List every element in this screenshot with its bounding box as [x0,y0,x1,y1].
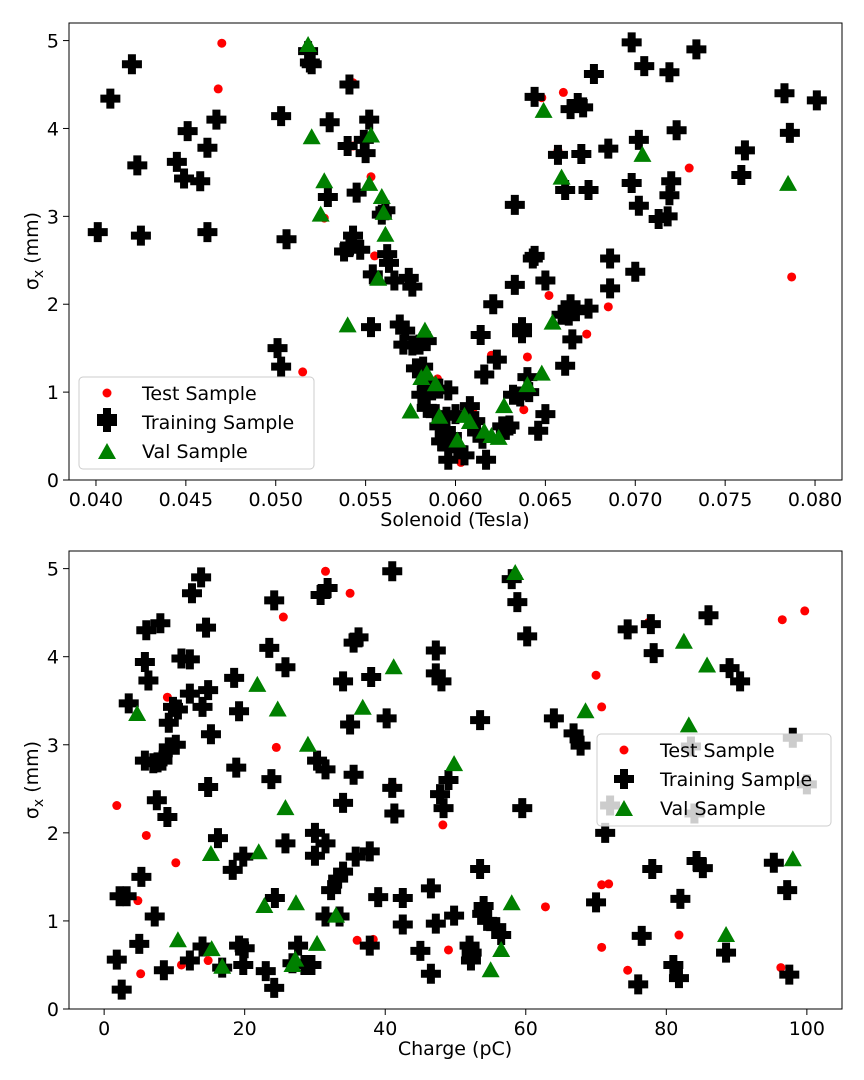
solenoid-x-tick-label: 0.040 [69,489,123,511]
solenoid-legend-test-marker [103,389,112,398]
solenoid-x-axis-label: Solenoid (Tesla) [380,509,529,531]
charge-test-point [604,879,613,888]
solenoid-legend: Test Sample Training Sample Val Sample [79,377,314,469]
charge-test-point [592,671,601,680]
charge-x-tick-label: 60 [514,1018,538,1040]
solenoid-test-point [217,39,226,48]
solenoid-test-point [559,88,568,97]
solenoid-y-tick-label: 1 [47,382,59,404]
charge-x-tick-label: 20 [233,1018,257,1040]
charge-legend-val-label: Val Sample [660,798,766,820]
solenoid-legend-train-label: Training Sample [141,412,294,434]
solenoid-x-tick-label: 0.080 [788,489,842,511]
solenoid-test-point [685,164,694,173]
solenoid-y-tick-label: 0 [47,470,59,492]
solenoid-x-tick-label: 0.060 [428,489,482,511]
charge-test-point [204,956,213,965]
charge-legend-test-label: Test Sample [659,740,775,762]
charge-test-point [623,966,632,975]
charge-test-point [444,945,453,954]
charge-test-point [171,858,180,867]
solenoid-legend-test-label: Test Sample [141,383,257,405]
charge-test-point [142,831,151,840]
charge-x-tick-label: 80 [654,1018,678,1040]
solenoid-test-point [582,330,591,339]
charge-test-point [136,969,145,978]
charge-legend-train-v [620,769,628,789]
solenoid-test-point [519,405,528,414]
charge-legend-train-label: Training Sample [659,769,812,791]
solenoid-x-tick-label: 0.075 [698,489,752,511]
charge-test-point [674,931,683,940]
solenoid-test-point [523,352,532,361]
solenoid-test-point [544,291,553,300]
solenoid-y-tick-label: 5 [47,31,59,53]
charge-test-point [597,943,606,952]
charge-test-point [778,615,787,624]
solenoid-x-tick-label: 0.045 [159,489,213,511]
charge-test-point [272,743,281,752]
charge-test-point [346,589,355,598]
solenoid-test-point [214,84,223,93]
charge-y-tick-label: 0 [47,999,59,1021]
charge-test-point [112,801,121,810]
charge-x-tick-label: 40 [373,1018,397,1040]
charge-y-tick-label: 2 [47,823,59,845]
charge-y-tick-label: 5 [47,559,59,581]
charge-x-tick-label: 100 [789,1018,825,1040]
solenoid-y-tick-label: 2 [47,294,59,316]
solenoid-test-point [787,272,796,281]
charge-x-axis-label: Charge (pC) [398,1038,512,1060]
charge-test-point [541,902,550,911]
charge-test-point [321,567,330,576]
solenoid-test-point [604,302,613,311]
solenoid-legend-train-v [103,412,111,432]
solenoid-y-tick-label: 3 [47,206,59,228]
charge-test-point [279,613,288,622]
charge-y-tick-label: 1 [47,911,59,933]
solenoid-test-point [298,367,307,376]
charge-legend: Test Sample Training Sample Val Sample [597,734,831,826]
solenoid-x-tick-label: 0.050 [249,489,303,511]
solenoid-legend-val-label: Val Sample [142,441,248,463]
solenoid-x-tick-label: 0.055 [338,489,392,511]
charge-test-point [800,606,809,615]
solenoid-y-tick-label: 4 [47,118,59,140]
figure: 0.040 0.045 0.050 0.055 0.060 0.065 0.070 0.075… [0,0,864,1080]
solenoid-x-tick-label: 0.065 [518,489,572,511]
charge-x-tick-label: 0 [98,1018,110,1040]
charge-test-point [438,820,447,829]
charge-y-tick-label: 3 [47,735,59,757]
charge-legend-test-marker [620,746,629,755]
charge-y-tick-label: 4 [47,647,59,669]
solenoid-x-tick-label: 0.070 [608,489,662,511]
charge-test-point [597,702,606,711]
